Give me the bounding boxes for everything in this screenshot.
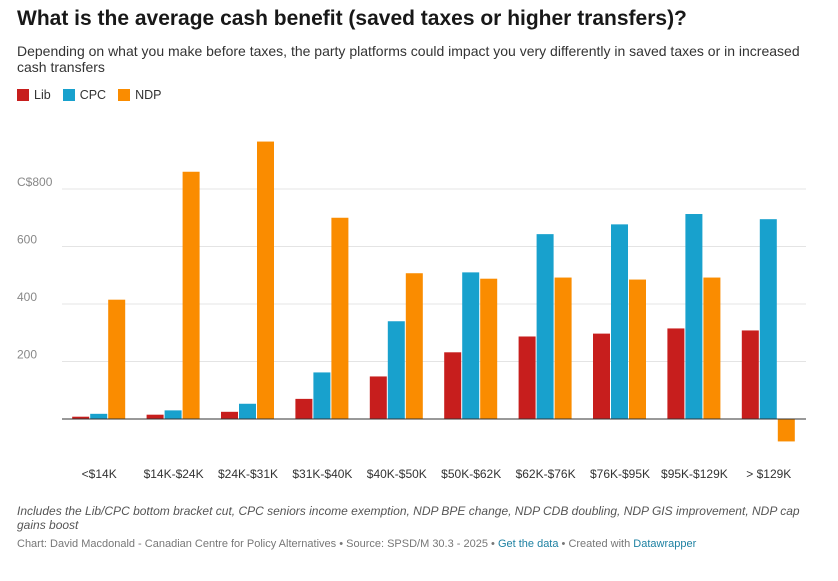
bar-cpc — [759, 219, 777, 419]
legend-label-lib: Lib — [34, 88, 51, 102]
bar-lib — [221, 411, 238, 419]
legend-swatch-lib — [17, 89, 29, 101]
bar-cpc — [90, 413, 108, 419]
bar-cpc — [239, 403, 256, 419]
bar-ndp — [182, 171, 200, 419]
footer-created-with: • Created with — [558, 538, 634, 550]
x-tick-label: $24K-$31K — [218, 467, 278, 481]
bar-cpc — [313, 372, 331, 419]
legend-swatch-ndp — [118, 89, 131, 101]
legend-item-cpc: CPC — [62, 88, 107, 102]
bar-ndp — [405, 273, 423, 419]
bar-ndp — [703, 277, 721, 419]
bar-ndp — [331, 217, 349, 419]
legend-item-ndp: NDP — [118, 88, 162, 102]
x-tick-label: <$14K — [82, 467, 117, 481]
legend-label-ndp: NDP — [135, 88, 162, 102]
bar-ndp — [777, 419, 795, 442]
legend-item-lib: Lib — [17, 88, 51, 102]
bar-cpc — [536, 234, 554, 419]
chart-notes: Includes the Lib/CPC bottom bracket cut,… — [17, 504, 800, 532]
legend-label-cpc: CPC — [79, 88, 107, 102]
y-tick-label: 200 — [17, 348, 37, 362]
x-tick-label: $31K-$40K — [292, 467, 352, 481]
x-tick-label: $62K-$76K — [516, 467, 576, 481]
chart-title: What is the average cash benefit (saved … — [17, 7, 687, 30]
chart-footer: Chart: David Macdonald - Canadian Centre… — [17, 538, 696, 550]
legend: Lib CPC NDP — [17, 88, 162, 102]
bar-cpc — [387, 321, 405, 419]
bar-ndp — [257, 141, 274, 419]
bar-chart: 200 400 600 C$800 <$14K $14K-$24K $24K-$31K $31… — [17, 141, 806, 481]
bar-lib — [741, 330, 759, 419]
bar-cpc — [164, 410, 182, 419]
bar-lib — [593, 333, 610, 419]
x-tick-label: $14K-$24K — [144, 467, 204, 481]
chart-subtitle: Depending on what you make before taxes,… — [17, 43, 800, 75]
x-tick-label: $50K-$62K — [441, 467, 501, 481]
bar-lib — [444, 352, 462, 419]
y-tick-label: C$800 — [17, 175, 53, 189]
footer-credits: Chart: David Macdonald - Canadian Centre… — [17, 538, 498, 550]
bar-cpc — [685, 214, 703, 419]
bar-cpc — [611, 224, 628, 419]
bar-ndp — [480, 278, 498, 419]
bar-ndp — [108, 299, 126, 419]
bar-ndp — [629, 279, 646, 419]
x-tick-label: $40K-$50K — [367, 467, 427, 481]
bar-lib — [369, 376, 387, 419]
x-tick-label: $76K-$95K — [590, 467, 650, 481]
legend-swatch-cpc — [62, 89, 75, 101]
bar-ndp — [554, 277, 572, 419]
bar-lib — [72, 416, 90, 419]
bar-lib — [146, 414, 164, 419]
x-tick-label: > $129K — [746, 467, 791, 481]
bar-cpc — [462, 272, 480, 419]
datawrapper-link[interactable]: Datawrapper — [633, 538, 697, 550]
bar-lib — [518, 336, 536, 419]
y-tick-label: 600 — [17, 233, 37, 247]
bar-lib — [667, 328, 685, 419]
get-the-data-link[interactable]: Get the data — [497, 538, 559, 550]
y-tick-label: 400 — [17, 290, 37, 304]
x-tick-label: $95K-$129K — [661, 467, 728, 481]
bar-lib — [295, 398, 313, 419]
